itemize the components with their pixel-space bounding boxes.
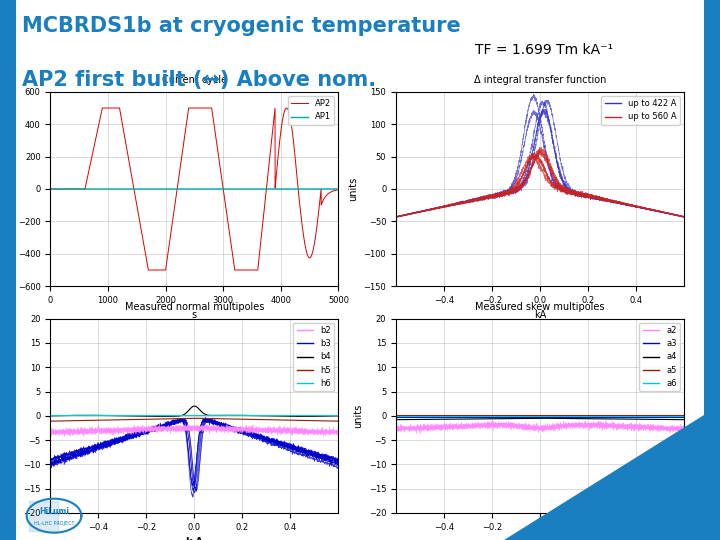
AP2 bbox=[297, 220, 306, 227]
Text: AP2 first built (↔) Above nom.: AP2 first built (↔) Above nom. bbox=[22, 70, 376, 90]
X-axis label: s: s bbox=[192, 310, 197, 320]
Text: HL-LHC PROJECT: HL-LHC PROJECT bbox=[34, 521, 74, 526]
Line: AP2: AP2 bbox=[50, 108, 338, 270]
AP2 bbox=[144, 267, 153, 273]
AP2 bbox=[79, 186, 88, 192]
Legend: up to 422 A, up to 560 A: up to 422 A, up to 560 A bbox=[601, 96, 680, 125]
Title: Measured skew multipoles: Measured skew multipoles bbox=[475, 302, 605, 312]
Text: TF = 1.699 Tm kA⁻¹: TF = 1.699 Tm kA⁻¹ bbox=[475, 43, 613, 57]
Legend: b2, b3, b4, h5, h6: b2, b3, b4, h5, h6 bbox=[294, 323, 334, 391]
AP2 bbox=[157, 267, 166, 273]
X-axis label: k.A: k.A bbox=[186, 537, 203, 540]
AP2 bbox=[169, 211, 178, 218]
AP1 bbox=[328, 186, 337, 192]
Text: HiLumi: HiLumi bbox=[39, 507, 69, 516]
AP1 bbox=[79, 186, 88, 192]
AP2 bbox=[46, 186, 55, 192]
AP1 bbox=[156, 186, 165, 192]
Title: Measured normal multipoles: Measured normal multipoles bbox=[125, 302, 264, 312]
Y-axis label: A: A bbox=[4, 179, 10, 189]
AP2 bbox=[334, 186, 343, 193]
AP1 bbox=[334, 186, 343, 192]
Y-axis label: units: units bbox=[354, 404, 363, 428]
Y-axis label: units: units bbox=[348, 177, 358, 201]
Legend: AP2, AP1: AP2, AP1 bbox=[288, 96, 334, 125]
AP1 bbox=[96, 186, 104, 192]
Title: Current cycle: Current cycle bbox=[162, 76, 227, 85]
Text: MCBRDS1b at cryogenic temperature: MCBRDS1b at cryogenic temperature bbox=[22, 16, 460, 36]
X-axis label: kA: kA bbox=[534, 310, 546, 320]
AP1 bbox=[297, 186, 306, 192]
AP2 bbox=[328, 188, 337, 194]
Legend: a2, a3, a4, a5, a6: a2, a3, a4, a5, a6 bbox=[639, 323, 680, 391]
AP2 bbox=[96, 114, 104, 120]
X-axis label: k.A: k.A bbox=[531, 537, 549, 540]
AP1 bbox=[169, 186, 178, 192]
Y-axis label: units: units bbox=[8, 404, 17, 428]
Title: Δ integral transfer function: Δ integral transfer function bbox=[474, 76, 606, 85]
AP2 bbox=[98, 105, 107, 111]
AP1 bbox=[46, 186, 55, 192]
